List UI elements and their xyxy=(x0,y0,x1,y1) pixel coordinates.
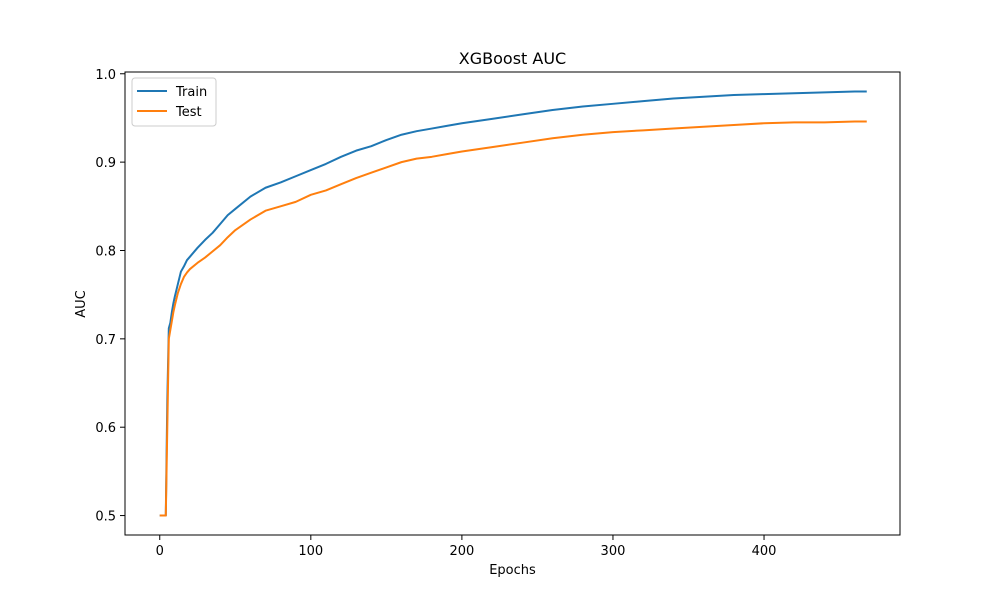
y-tick-label: 0.5 xyxy=(95,510,116,525)
x-tick-label: 400 xyxy=(752,544,777,559)
series-line-test xyxy=(159,120,867,517)
plot-area xyxy=(124,71,901,536)
series-line-train xyxy=(159,90,867,517)
x-tick-label: 200 xyxy=(449,544,474,559)
x-tick-label: 300 xyxy=(601,544,626,559)
x-axis-label: Epochs xyxy=(489,563,536,578)
y-axis: 0.5 0.6 0.7 0.8 0.9 1.0 xyxy=(95,68,125,525)
chart-title: XGBoost AUC xyxy=(459,49,566,68)
series-layer xyxy=(159,90,867,517)
y-tick-label: 0.6 xyxy=(95,421,116,436)
plot-frame xyxy=(124,71,901,536)
y-axis-label: AUC xyxy=(74,290,89,318)
legend-label-test: Test xyxy=(175,105,202,120)
y-tick-label: 1.0 xyxy=(95,68,116,83)
x-tick-label: 0 xyxy=(156,544,164,559)
x-tick-label: 100 xyxy=(298,544,323,559)
y-tick-label: 0.9 xyxy=(95,156,116,171)
x-axis: 0 100 200 300 400 xyxy=(156,535,777,559)
y-tick-label: 0.7 xyxy=(95,333,116,348)
legend: Train Test xyxy=(131,77,217,127)
legend-label-train: Train xyxy=(175,85,207,100)
y-tick-label: 0.8 xyxy=(95,244,116,259)
